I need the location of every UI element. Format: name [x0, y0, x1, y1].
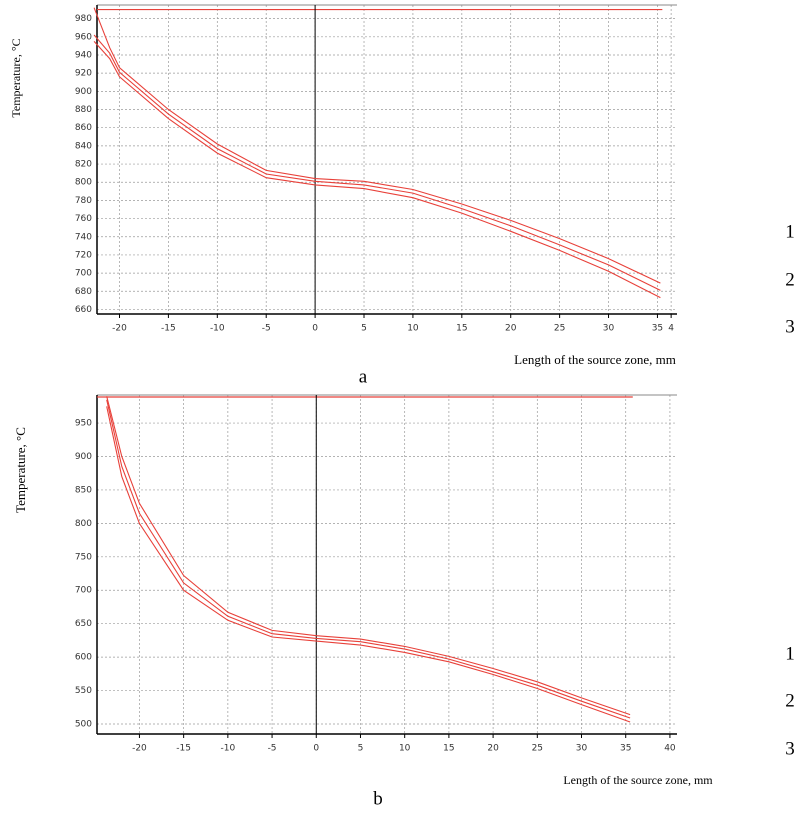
legend-label: 2: [785, 690, 795, 711]
panel-label: b: [373, 788, 383, 809]
y-tick-label: 980: [75, 14, 92, 24]
x-tick-label: 35: [652, 324, 663, 334]
x-tick-label: 40: [664, 744, 676, 754]
legend-label: 1: [785, 643, 795, 664]
series-line: [106, 399, 631, 719]
series-line: [106, 396, 631, 716]
y-tick-label: 700: [75, 586, 92, 596]
x-tick-label: 15: [443, 744, 454, 754]
y-tick-label: 600: [75, 653, 92, 663]
x-tick-label: 0: [313, 744, 319, 754]
x-tick-label: -5: [268, 744, 277, 754]
y-tick-label: 780: [75, 196, 92, 206]
y-tick-label: 650: [75, 619, 92, 629]
y-tick-label: 920: [75, 69, 92, 79]
x-tick-label: 30: [576, 744, 588, 754]
x-tick-label: 4: [668, 324, 674, 334]
x-tick-label: 25: [532, 744, 543, 754]
y-tick-label: 760: [75, 214, 92, 224]
x-axis-label: Length of the source zone, mm: [563, 773, 713, 787]
y-tick-label: 940: [75, 50, 92, 60]
y-tick-label: 660: [75, 305, 92, 315]
y-tick-label: 550: [75, 686, 92, 696]
y-axis-label: Temperature, °C: [13, 427, 28, 513]
x-tick-label: 30: [603, 324, 615, 334]
y-tick-label: 850: [75, 485, 92, 495]
x-tick-label: 5: [361, 324, 367, 334]
y-tick-label: 800: [75, 178, 92, 188]
series-line: [93, 34, 661, 291]
legend-label: 2: [785, 269, 795, 290]
x-tick-label: -5: [262, 324, 271, 334]
y-tick-label: 700: [75, 269, 92, 279]
y-tick-label: 900: [75, 87, 92, 97]
x-tick-label: -10: [210, 324, 225, 334]
x-tick-label: 35: [620, 744, 631, 754]
x-tick-label: 10: [399, 744, 411, 754]
y-tick-label: 820: [75, 160, 92, 170]
y-tick-label: 900: [75, 452, 92, 462]
y-tick-label: 800: [75, 519, 92, 529]
series-line: [93, 7, 661, 284]
y-tick-label: 500: [75, 719, 92, 729]
y-tick-label: 750: [75, 552, 92, 562]
x-tick-label: 10: [407, 324, 419, 334]
series-line: [93, 41, 661, 299]
y-tick-label: 880: [75, 105, 92, 115]
y-tick-label: 720: [75, 250, 92, 260]
x-tick-label: 0: [312, 324, 318, 334]
y-tick-label: 840: [75, 141, 92, 151]
x-tick-label: 20: [505, 324, 517, 334]
panel-label: a: [359, 366, 368, 387]
x-tick-label: -15: [161, 324, 176, 334]
x-tick-label: 15: [456, 324, 467, 334]
x-tick-label: 5: [358, 744, 364, 754]
series-line: [106, 406, 631, 723]
x-tick-label: 25: [554, 324, 565, 334]
legend-label: 3: [785, 316, 795, 337]
y-tick-label: 740: [75, 232, 92, 242]
y-tick-label: 860: [75, 123, 92, 133]
y-tick-label: 960: [75, 32, 92, 42]
x-tick-label: -15: [176, 744, 191, 754]
y-tick-label: 680: [75, 287, 92, 297]
legend-label: 3: [785, 738, 795, 759]
x-tick-label: 20: [487, 744, 499, 754]
x-tick-label: -20: [112, 324, 127, 334]
legend-label: 1: [785, 221, 795, 242]
y-axis-label: Temperature, °C: [9, 38, 23, 117]
x-tick-label: -20: [132, 744, 147, 754]
y-tick-label: 950: [75, 419, 92, 429]
x-tick-label: -10: [221, 744, 236, 754]
x-axis-label: Length of the source zone, mm: [514, 352, 676, 367]
